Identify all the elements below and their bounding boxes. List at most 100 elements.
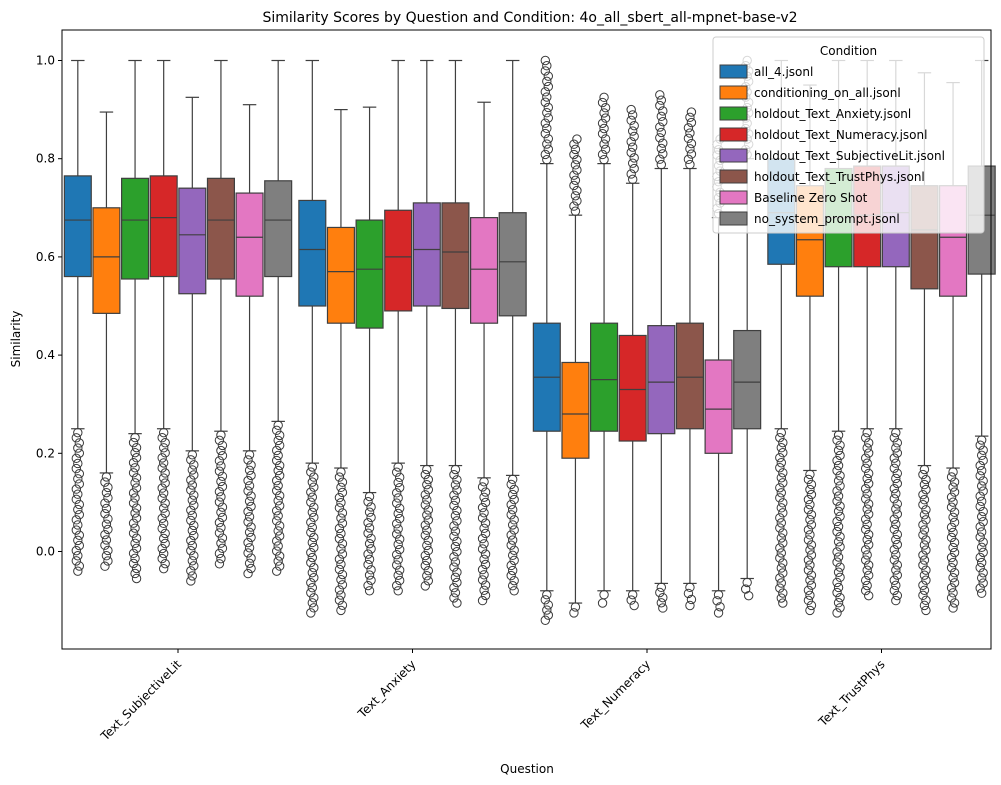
outlier-point: [685, 128, 695, 138]
outlier-point: [889, 545, 900, 555]
outlier-point: [128, 528, 139, 538]
outlier-point: [506, 530, 516, 540]
outlier-point: [158, 518, 169, 529]
outlier-point: [978, 568, 988, 578]
outlier-point: [189, 530, 199, 541]
outlier-point: [449, 552, 459, 562]
outlier-point: [778, 558, 788, 568]
outlier-point: [543, 71, 554, 81]
outlier-point: [572, 165, 582, 175]
outlier-point: [306, 557, 316, 568]
outlier-point: [540, 66, 551, 76]
outlier-point: [507, 535, 518, 545]
outlier-point: [599, 590, 609, 600]
outlier-point: [889, 555, 900, 565]
outlier-point: [273, 511, 283, 521]
outlier-point: [919, 540, 930, 550]
outlier-point: [776, 518, 787, 528]
outlier-point: [363, 580, 373, 591]
outlier-point: [216, 492, 226, 502]
box-iqr: [733, 329, 762, 430]
outlier-point: [100, 508, 110, 519]
outlier-point: [627, 158, 638, 168]
legend-box: [712, 36, 985, 234]
outlier-point: [776, 473, 787, 483]
outlier-point: [572, 134, 582, 144]
outlier-point: [449, 593, 459, 603]
outlier-point: [217, 451, 228, 461]
outlier-point: [832, 557, 842, 567]
outlier-point: [863, 438, 874, 448]
outlier-point: [658, 138, 668, 148]
outlier-point: [366, 502, 376, 512]
outlier-point: [976, 511, 987, 522]
outlier-point: [158, 533, 169, 544]
outlier-point: [216, 445, 226, 456]
outlier-point: [656, 582, 667, 593]
outlier-point: [334, 472, 345, 482]
outlier-point: [686, 117, 697, 128]
outlier-point: [713, 590, 724, 600]
outlier-point: [363, 528, 373, 538]
outlier-point: [160, 498, 170, 508]
outlier-point: [976, 588, 987, 598]
outlier-point: [394, 565, 405, 575]
outlier-point: [420, 530, 431, 540]
outlier-point: [186, 545, 196, 556]
outlier-point: [570, 602, 581, 612]
outlier-point: [835, 471, 845, 481]
box-iqr: [355, 219, 384, 329]
outlier-point: [391, 467, 402, 477]
outlier-point: [978, 578, 988, 588]
outlier-point: [479, 554, 489, 564]
outlier-point: [189, 551, 199, 561]
outlier-point: [975, 460, 985, 471]
y-tick-label: 0.0: [36, 545, 55, 559]
outlier-point: [918, 500, 928, 510]
outlier-point: [187, 571, 198, 581]
outlier-point: [307, 537, 318, 548]
outlier-point: [975, 491, 985, 501]
outlier-point: [71, 545, 82, 556]
outlier-point: [128, 548, 139, 559]
outlier-point: [919, 464, 930, 475]
outlier-point: [274, 501, 285, 511]
outlier-point: [306, 578, 316, 588]
outlier-point: [364, 538, 375, 549]
outlier-point: [244, 527, 255, 537]
outlier-point: [862, 565, 872, 575]
outlier-point: [217, 512, 228, 523]
outlier-point: [423, 515, 434, 525]
outlier-point: [131, 563, 142, 574]
outlier-point: [334, 533, 345, 544]
box-plot: [206, 59, 235, 569]
outlier-point: [73, 443, 83, 453]
outlier-point: [477, 482, 488, 492]
outlier-point: [186, 485, 196, 495]
legend-label: holdout_Text_SubjectiveLit.jsonl: [754, 149, 945, 163]
outlier-point: [507, 489, 518, 500]
outlier-point: [309, 603, 319, 613]
outlier-point: [862, 519, 872, 530]
outlier-point: [394, 503, 405, 513]
outlier-point: [949, 487, 960, 497]
outlier-point: [832, 577, 842, 588]
outlier-point: [976, 527, 987, 537]
outlier-point: [776, 427, 787, 438]
outlier-point: [863, 529, 874, 540]
outlier-point: [366, 575, 376, 586]
outlier-point: [658, 603, 668, 613]
outlier-point: [423, 535, 434, 546]
outlier-point: [187, 556, 198, 566]
outlier-point: [449, 500, 459, 511]
outlier-point: [833, 460, 844, 471]
outlier-point: [394, 513, 405, 524]
outlier-point: [130, 568, 140, 579]
outlier-point: [506, 540, 516, 550]
outlier-point: [570, 144, 581, 155]
outlier-point: [949, 598, 960, 608]
outlier-point: [542, 154, 552, 165]
outlier-point: [543, 600, 554, 610]
outlier-point: [186, 515, 196, 526]
outlier-point: [626, 104, 636, 115]
